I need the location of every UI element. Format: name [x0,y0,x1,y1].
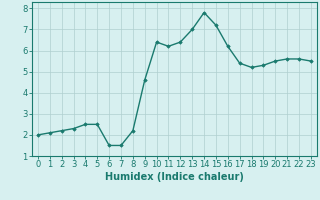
X-axis label: Humidex (Indice chaleur): Humidex (Indice chaleur) [105,172,244,182]
